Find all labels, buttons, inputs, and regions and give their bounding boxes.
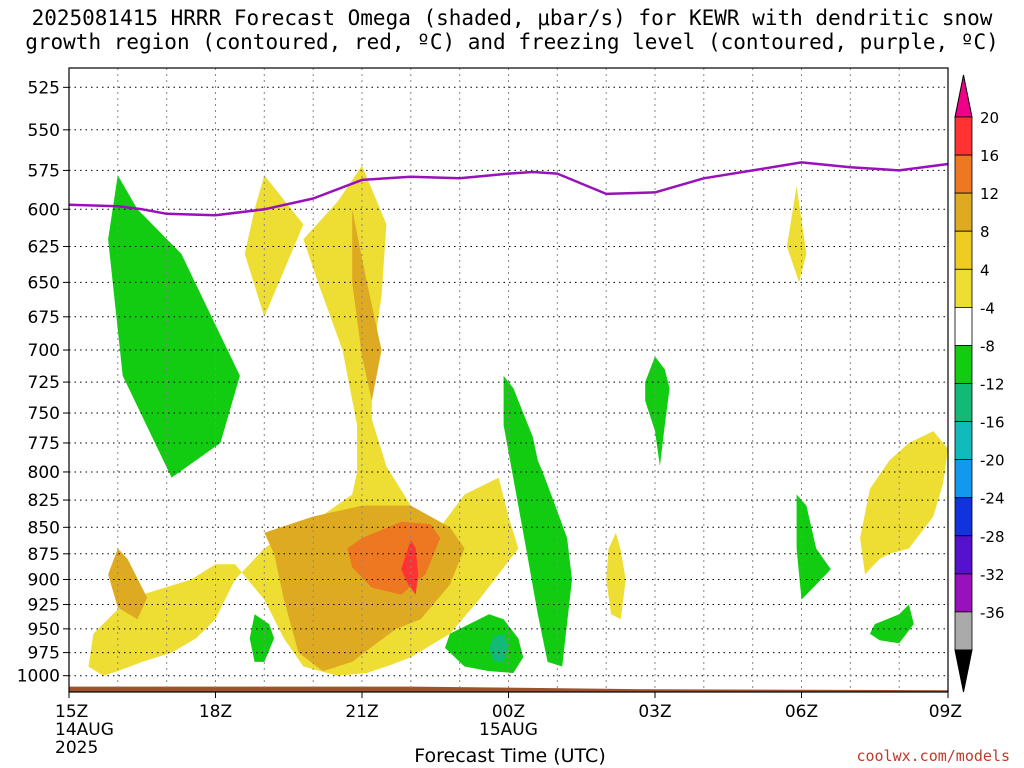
colorbar-label-12: -32 bbox=[980, 566, 1005, 584]
omega-shaded-regions bbox=[88, 165, 948, 676]
colorbar-swatch-11 bbox=[954, 535, 973, 575]
y-tick-label-775: 775 bbox=[28, 434, 60, 454]
colorbar-swatch-0 bbox=[954, 116, 973, 156]
colorbar-label-10: -24 bbox=[980, 490, 1005, 508]
y-axis-ticks: 525 550 575 600 625 650 675 700 725 750 775 800 825 8… bbox=[17, 78, 69, 687]
omega-region-5 bbox=[108, 548, 148, 620]
x-tick-label-18-0: 09Z bbox=[929, 702, 962, 722]
colorbar-swatch-8 bbox=[954, 421, 973, 461]
chart-title: 2025081415 HRRR Forecast Omega (shaded, … bbox=[0, 6, 1024, 54]
omega-region-14 bbox=[786, 186, 807, 283]
x-axis-label: Forecast Time (UTC) bbox=[414, 745, 606, 767]
omega-region-17 bbox=[869, 604, 914, 644]
colorbar-swatch-3 bbox=[954, 230, 973, 270]
omega-region-0 bbox=[108, 175, 240, 478]
omega-region-3 bbox=[352, 209, 382, 401]
colorbar-label-13: -36 bbox=[980, 604, 1005, 622]
y-tick-label-600: 600 bbox=[28, 200, 60, 220]
colorbar-label-7: -12 bbox=[980, 376, 1005, 394]
freezing-level-line bbox=[68, 161, 949, 217]
y-tick-label-850: 850 bbox=[28, 518, 60, 538]
colorbar-label-11: -28 bbox=[980, 528, 1005, 546]
x-tick-label-9-0: 00Z bbox=[492, 702, 525, 722]
colorbar-swatch-7 bbox=[954, 383, 973, 422]
colorbar-label-2: 12 bbox=[980, 185, 999, 203]
colorbar-swatch-12 bbox=[954, 573, 973, 613]
surface-terrain bbox=[69, 686, 948, 692]
omega-region-10 bbox=[489, 633, 509, 662]
colorbar-swatch-1 bbox=[954, 154, 973, 194]
x-tick-label-0-2: 2025 bbox=[55, 738, 98, 758]
x-tick-label-3-0: 18Z bbox=[199, 702, 232, 722]
colorbar-swatch-10 bbox=[954, 497, 973, 537]
x-tick-label-6-0: 21Z bbox=[345, 702, 378, 722]
y-tick-label-950: 950 bbox=[28, 620, 60, 640]
colorbar-label-5: -4 bbox=[980, 299, 995, 317]
colorbar-label-0: 20 bbox=[980, 109, 999, 127]
y-tick-label-900: 900 bbox=[28, 571, 60, 591]
y-tick-label-1000: 1000 bbox=[17, 667, 60, 687]
y-tick-label-525: 525 bbox=[28, 78, 60, 98]
chart-title-line-2: growth region (contoured, red, ºC) and f… bbox=[25, 30, 999, 54]
y-tick-label-975: 975 bbox=[28, 644, 60, 664]
y-tick-label-700: 700 bbox=[28, 341, 60, 361]
colorbar-swatch-5 bbox=[954, 306, 973, 346]
omega-region-12 bbox=[606, 532, 626, 620]
y-tick-label-825: 825 bbox=[28, 491, 60, 511]
watermark-link[interactable]: coolwx.com/models bbox=[856, 747, 1010, 765]
omega-region-13 bbox=[645, 356, 670, 467]
x-tick-label-0-1: 14AUG bbox=[55, 720, 114, 740]
x-tick-label-0-0: 15Z bbox=[55, 702, 88, 722]
colorbar-swatch-4 bbox=[954, 268, 973, 308]
colorbar-label-1: 16 bbox=[980, 147, 999, 165]
colorbar-label-4: 4 bbox=[980, 261, 990, 279]
colorbar-label-6: -8 bbox=[980, 337, 995, 355]
x-tick-label-12-0: 03Z bbox=[638, 702, 671, 722]
colorbar-swatch-13 bbox=[954, 611, 973, 651]
colorbar-top-arrow bbox=[954, 74, 973, 118]
y-tick-label-650: 650 bbox=[28, 273, 60, 293]
freezing-level-contour bbox=[68, 161, 949, 217]
y-tick-label-625: 625 bbox=[28, 238, 60, 258]
omega-region-15 bbox=[796, 494, 831, 600]
y-tick-label-725: 725 bbox=[28, 373, 60, 393]
surface-fill bbox=[69, 686, 948, 692]
x-tick-label-9-1: 15AUG bbox=[479, 720, 538, 740]
y-tick-label-875: 875 bbox=[28, 545, 60, 565]
colorbar-label-8: -16 bbox=[980, 414, 1005, 432]
y-tick-label-925: 925 bbox=[28, 596, 60, 616]
colorbar-label-3: 8 bbox=[980, 223, 990, 241]
omega-region-8 bbox=[249, 614, 275, 662]
y-tick-label-750: 750 bbox=[28, 404, 60, 424]
colorbar-bottom-arrow bbox=[954, 649, 973, 693]
x-tick-label-15-0: 06Z bbox=[785, 702, 818, 722]
colorbar-swatch-2 bbox=[954, 192, 973, 232]
colorbar: 20 16 12 8 4 -4 -8 -12 -16 -20 -24 -28 -32 -36 bbox=[954, 74, 1005, 693]
colorbar-swatch-6 bbox=[954, 344, 973, 384]
colorbar-swatch-9 bbox=[954, 459, 973, 499]
omega-region-16 bbox=[860, 431, 948, 575]
omega-region-7 bbox=[401, 540, 419, 595]
omega-region-11 bbox=[503, 375, 572, 667]
chart-title-line-1: 2025081415 HRRR Forecast Omega (shaded, … bbox=[31, 6, 993, 30]
y-tick-label-550: 550 bbox=[28, 121, 60, 141]
y-tick-label-575: 575 bbox=[28, 161, 60, 181]
colorbar-label-9: -20 bbox=[980, 452, 1005, 470]
y-tick-label-800: 800 bbox=[28, 463, 60, 483]
y-tick-label-675: 675 bbox=[28, 308, 60, 328]
